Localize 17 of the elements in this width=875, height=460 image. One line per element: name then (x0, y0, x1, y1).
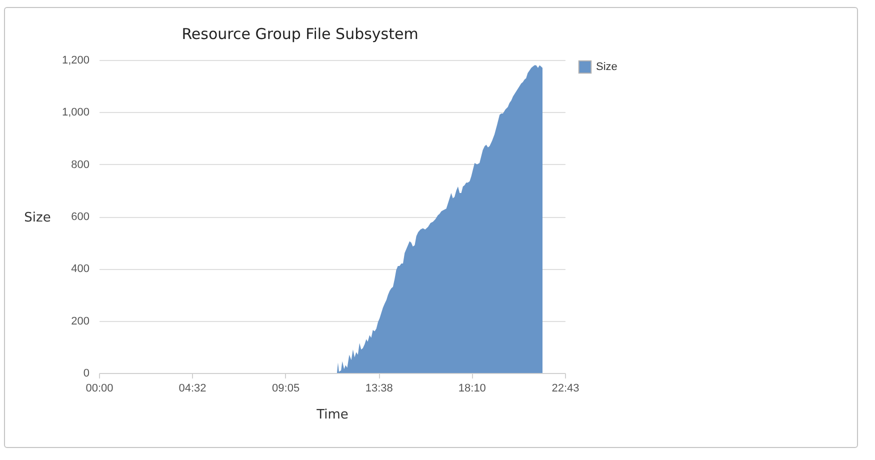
chart-title: Resource Group File Subsystem (182, 25, 418, 43)
x-tick-label: 13:38 (365, 382, 393, 394)
x-tick-label: 00:00 (86, 382, 114, 394)
y-tick-label: 1,000 (62, 106, 90, 119)
y-tick-label: 0 (83, 368, 90, 380)
y-tick-label: 1,200 (62, 54, 90, 66)
x-tick-label: 09:05 (272, 382, 300, 394)
y-tick-label: 600 (71, 211, 90, 223)
x-tick-label: 22:43 (552, 382, 580, 394)
y-axis-title: Size (24, 210, 51, 226)
y-tick-label: 200 (71, 315, 90, 328)
y-tick-label: 400 (71, 263, 90, 276)
x-tick-label: 18:10 (458, 382, 486, 394)
x-axis-title: Time (316, 408, 348, 422)
y-tick-label: 800 (71, 158, 90, 171)
x-tick-label: 04:32 (178, 382, 206, 394)
legend-label: Size (596, 61, 618, 73)
